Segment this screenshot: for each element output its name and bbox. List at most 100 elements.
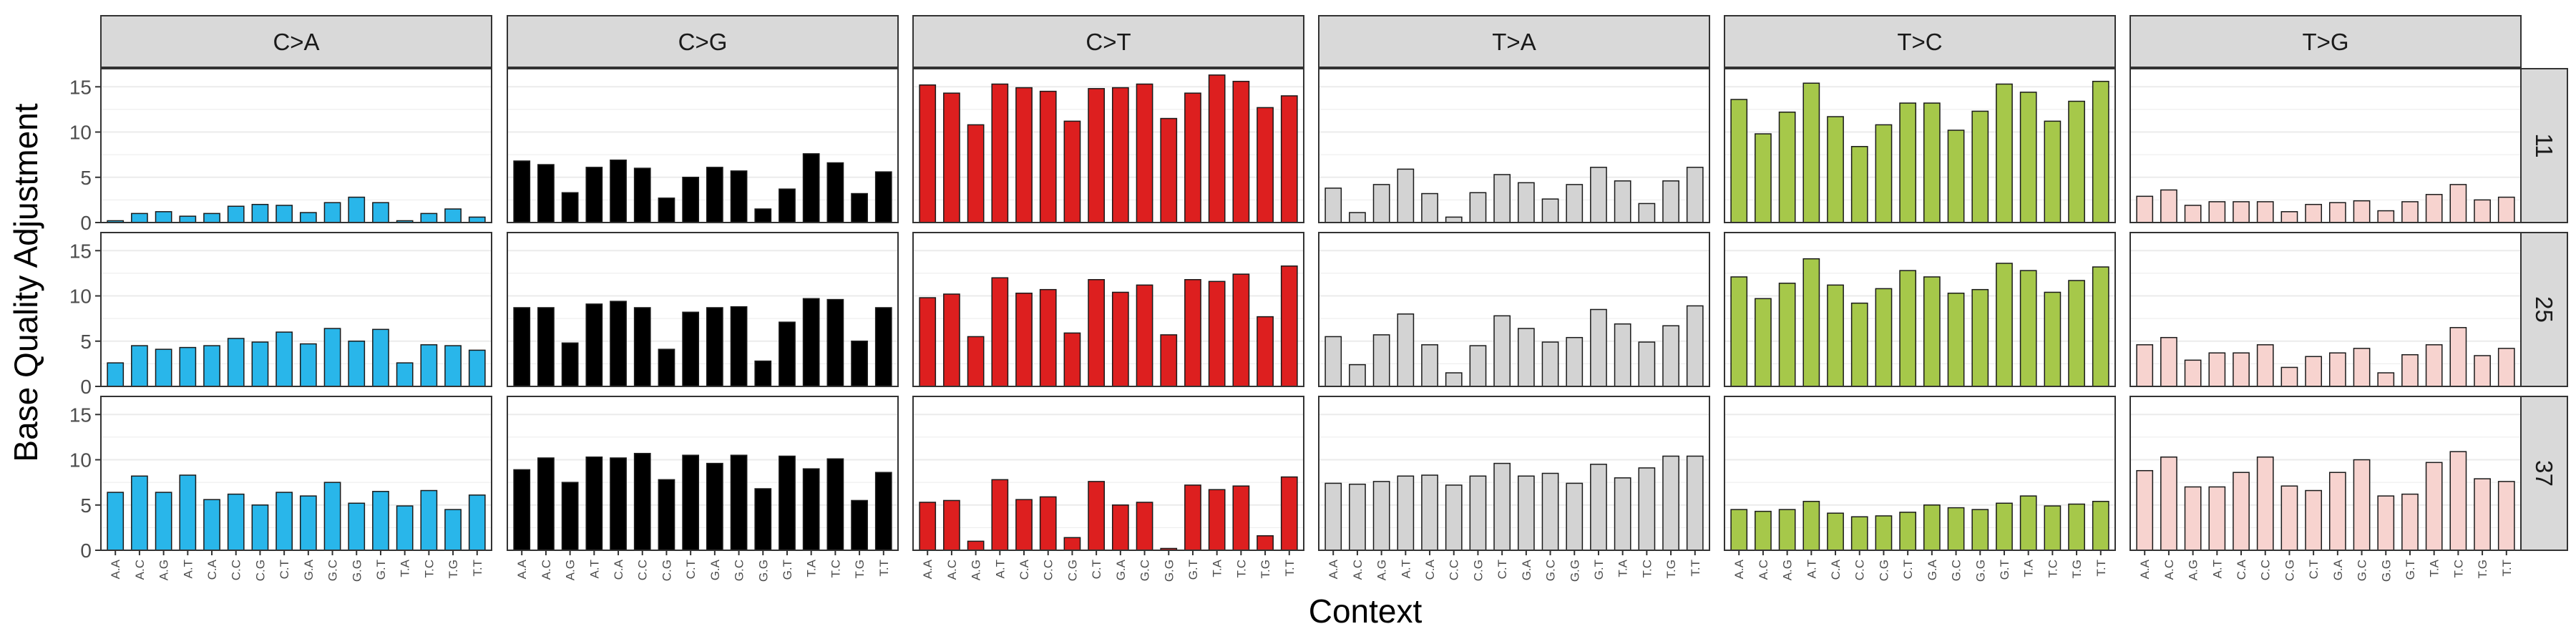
bar-G.G [1160, 117, 1178, 223]
bar-T.A [2019, 495, 2037, 551]
bar-C.C [2256, 201, 2274, 223]
x-tick-label: C.G [1065, 560, 1079, 581]
x-tick-label: C.T [684, 560, 698, 579]
x-tick-label: C.G [1471, 560, 1485, 581]
x-tick-label: A.C [2162, 560, 2176, 580]
x-tick-label: C.A [1829, 559, 1843, 580]
bar-C.T [1493, 315, 1511, 387]
y-tick-label: 15 [69, 240, 92, 262]
bar-A.C [2160, 189, 2177, 223]
bar-G.A [2328, 352, 2346, 387]
x-tick-label: C.G [2283, 560, 2296, 581]
bar-C.A [203, 499, 220, 551]
bar-G.T [2401, 353, 2419, 387]
bar-G.A [1517, 182, 1535, 223]
x-tick-label: C.A [1423, 559, 1437, 580]
bar-T.A [1614, 477, 1631, 551]
bar-A.A [2136, 195, 2154, 223]
column-strip-label: T>C [1897, 29, 1942, 55]
bar-G.T [1996, 263, 2013, 387]
bar-G.A [706, 307, 723, 387]
bar-C.G [2280, 485, 2298, 551]
bar-A.G [155, 211, 172, 223]
bar-T.C [2044, 505, 2062, 551]
x-tick-label: T.T [1283, 560, 1297, 577]
bar-T.G [1662, 455, 1679, 551]
x-tick-label: T.T [2500, 560, 2514, 577]
x-tick-label: G.T [374, 560, 388, 580]
bar-A.C [1755, 510, 1772, 551]
row-strip-label: 11 [2531, 133, 2557, 157]
bar-A.A [1730, 99, 1748, 223]
bar-C.G [1063, 120, 1081, 223]
bar-T.G [2474, 199, 2491, 223]
bar-G.T [1996, 83, 2013, 223]
x-tick-label: G.G [1974, 560, 1987, 582]
panel-border [912, 68, 1304, 223]
panel-c-to-t-row-37: A.A A.C A.G A.T C.A C.C C.G C.T G.A G.C G.G G.T T.A T… [912, 396, 1304, 582]
x-tick-label: G.C [2356, 560, 2369, 581]
bar-T.G [2474, 355, 2491, 387]
panel-t-to-a-row-11 [1318, 68, 1710, 223]
x-tick-label: C.C [636, 560, 650, 580]
column-strip-label: T>A [1492, 29, 1536, 55]
bar-T.G [2068, 503, 2085, 551]
bar-G.T [1184, 92, 1201, 223]
bar-A.A [1324, 336, 1342, 387]
bar-T.C [420, 213, 438, 223]
bar-C.A [1015, 292, 1033, 387]
bar-G.G [754, 488, 772, 551]
bar-A.G [2184, 359, 2202, 387]
bar-C.T [2305, 356, 2323, 387]
x-tick-label: T.C [829, 560, 842, 578]
bar-C.C [227, 338, 245, 387]
column-strip-label: C>G [678, 29, 728, 55]
panel-border [100, 396, 492, 551]
bar-A.G [1778, 283, 1796, 387]
panels-layer: C>A C>G C>T T>A T>C T>G 11 25 37 0 5 10 15 0 5 10 15 0 5 10… [69, 15, 2568, 582]
panel-t-to-c-row-37: A.A A.C A.G A.T C.A C.C C.G C.T G.A G.C G.G G.T T.A T… [1724, 396, 2116, 582]
bar-T.C [1638, 203, 1656, 223]
row-strip-label: 37 [2531, 460, 2557, 487]
x-tick-label: T.G [2070, 560, 2084, 578]
bar-G.T [372, 491, 389, 551]
x-tick-label: C.C [230, 560, 243, 580]
x-tick-label: G.G [1162, 560, 1176, 582]
bar-G.T [1184, 484, 1201, 551]
panel-t-to-c-row-11 [1724, 68, 2116, 223]
bar-C.G [658, 197, 675, 223]
x-tick-label: C.T [1901, 560, 1915, 579]
x-tick-label: T.T [2094, 560, 2108, 577]
bar-T.A [1614, 180, 1631, 223]
bar-G.A [1517, 328, 1535, 387]
bar-T.G [851, 341, 868, 387]
y-tick-label: 10 [69, 449, 92, 472]
x-tick-label: G.C [326, 560, 340, 581]
x-tick-label: T.C [2451, 560, 2465, 578]
x-tick-label: T.A [2022, 559, 2036, 577]
bar-G.T [2401, 493, 2419, 551]
bar-T.T [1280, 265, 1298, 387]
bar-C.T [1088, 279, 1106, 387]
bar-T.G [2068, 280, 2085, 387]
panel-t-to-g-row-37: A.A A.C A.G A.T C.A C.C C.G C.T G.A G.C G.G G.T T.A T… [2129, 396, 2522, 582]
bar-C.G [1875, 515, 1893, 551]
panel-c-to-t-row-11 [912, 68, 1304, 223]
bar-T.A [396, 362, 414, 387]
bar-G.T [372, 328, 389, 387]
bar-C.G [251, 504, 269, 551]
bar-T.C [1638, 341, 1656, 387]
y-axis-title: Base Quality Adjustment [7, 103, 44, 462]
x-tick-label: G.A [2331, 559, 2345, 580]
x-tick-label: A.A [515, 559, 529, 579]
x-tick-label: C.G [660, 560, 673, 581]
bar-A.T [179, 346, 197, 387]
x-tick-label: G.A [708, 559, 722, 580]
bar-T.A [2425, 462, 2443, 551]
bar-C.G [658, 348, 675, 387]
bar-A.A [107, 492, 125, 551]
x-tick-label: T.A [2428, 559, 2441, 577]
column-strip-c-to-a [100, 15, 492, 68]
bar-A.T [991, 83, 1009, 223]
x-tick-label: A.T [1399, 560, 1413, 578]
